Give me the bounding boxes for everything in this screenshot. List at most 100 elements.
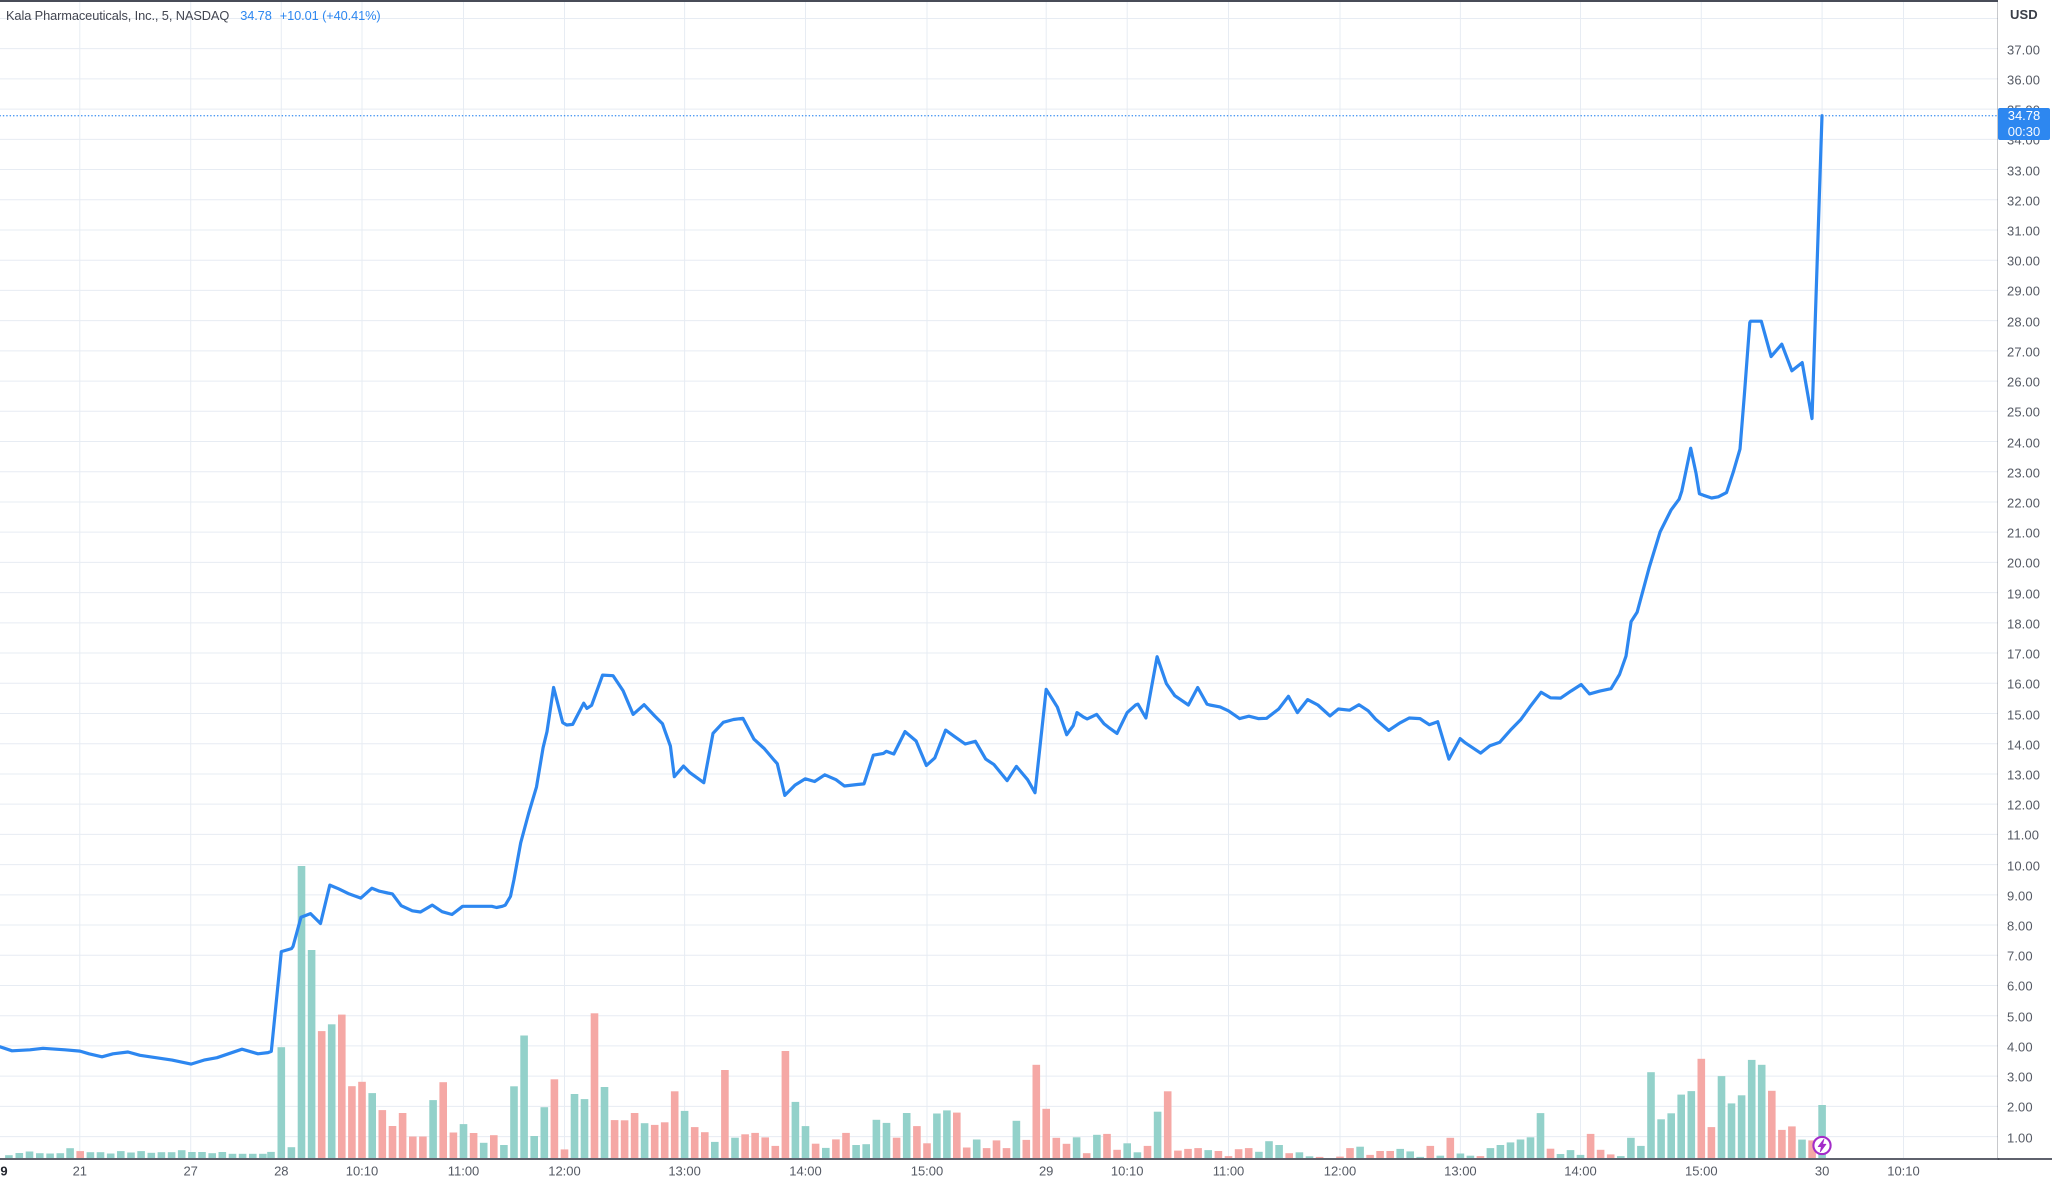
symbol-title[interactable]: Kala Pharmaceuticals, Inc., 5, NASDAQ bbox=[6, 8, 230, 23]
time-tick-label: 11:00 bbox=[447, 1163, 480, 1178]
volume-bar-up bbox=[731, 1137, 739, 1158]
price-tick-label: 1.00 bbox=[2007, 1130, 2033, 1146]
price-tick-label: 12.00 bbox=[2007, 797, 2041, 813]
time-tick-label: 14:00 bbox=[1564, 1163, 1597, 1178]
volume-bar-up bbox=[66, 1148, 74, 1158]
volume-bar-up bbox=[1255, 1151, 1263, 1158]
legend-change: +10.01 (+40.41%) bbox=[279, 8, 381, 23]
volume-bar-down bbox=[1214, 1151, 1223, 1158]
volume-bar-down bbox=[832, 1139, 840, 1158]
price-scale[interactable]: USD 37.0036.0035.0034.0033.0032.0031.003… bbox=[1998, 0, 2052, 1158]
volume-bar-up bbox=[1406, 1151, 1414, 1158]
volume-bar-down bbox=[388, 1126, 397, 1158]
volume-bar-down bbox=[1224, 1156, 1233, 1158]
volume-bar-down bbox=[660, 1122, 669, 1158]
volume-bar-down bbox=[982, 1148, 991, 1158]
price-tick-label: 31.00 bbox=[2007, 223, 2041, 239]
price-tick-label: 11.00 bbox=[2007, 827, 2040, 843]
volume-bar-down bbox=[670, 1091, 679, 1158]
price-tick-label: 26.00 bbox=[2007, 374, 2041, 390]
volume-bar-up bbox=[157, 1152, 166, 1158]
price-tick-label: 17.00 bbox=[2007, 646, 2041, 662]
volume-bar-up bbox=[872, 1119, 881, 1158]
volume-bar-down bbox=[1376, 1151, 1384, 1158]
volume-bar-down bbox=[630, 1113, 639, 1158]
volume-bar-down bbox=[992, 1140, 1001, 1158]
volume-bar-up bbox=[267, 1151, 275, 1158]
volume-bar-up bbox=[1637, 1145, 1645, 1158]
volume-bar-up bbox=[106, 1153, 115, 1158]
volume-bar-down bbox=[1052, 1137, 1061, 1158]
volume-bar-down bbox=[1476, 1156, 1485, 1158]
volume-bar-down bbox=[590, 1013, 599, 1158]
volume-bar-up bbox=[1687, 1091, 1696, 1158]
volume-bar-down bbox=[1042, 1108, 1050, 1158]
volume-bar-up bbox=[540, 1107, 549, 1158]
volume-bar-up bbox=[1123, 1143, 1131, 1158]
volume-bar-up bbox=[1072, 1137, 1081, 1158]
volume-bar-up bbox=[147, 1152, 156, 1158]
time-tick-label: 10:10 bbox=[1110, 1163, 1144, 1178]
volume-bar-up bbox=[1486, 1148, 1495, 1158]
volume-bar-down bbox=[1032, 1064, 1041, 1158]
time-scale[interactable]: 9 21 27 28 10:10 11:00 12:00 13:00 14:00 15:00 29 1… bbox=[0, 1160, 2052, 1181]
volume-bar-up bbox=[177, 1150, 186, 1158]
time-tick-label: 30 bbox=[1814, 1163, 1830, 1178]
price-tick-label: 2.00 bbox=[2007, 1099, 2033, 1115]
volume-bar-up bbox=[1012, 1120, 1021, 1158]
volume-bar-up bbox=[882, 1122, 891, 1158]
volume-bar-up bbox=[1396, 1148, 1404, 1158]
volume-bar-down bbox=[76, 1151, 84, 1158]
volume-bar-down bbox=[1596, 1149, 1605, 1158]
volume-bar-up bbox=[307, 950, 316, 1158]
volume-bar-up bbox=[327, 1024, 336, 1158]
volume-bar-down bbox=[1113, 1149, 1121, 1158]
price-tick-label: 25.00 bbox=[2007, 404, 2041, 420]
volume-bar-down bbox=[1022, 1139, 1031, 1158]
volume-bar-up bbox=[510, 1086, 518, 1158]
price-tick-label: 4.00 bbox=[2007, 1039, 2033, 1055]
price-tick-label: 30.00 bbox=[2007, 253, 2041, 269]
price-tick-label: 6.00 bbox=[2007, 978, 2033, 994]
time-tick-label: 12:00 bbox=[1323, 1163, 1357, 1178]
volume-bar-down bbox=[1446, 1137, 1455, 1158]
time-tick-label: 28 bbox=[274, 1163, 289, 1178]
volume-bar-down bbox=[338, 1014, 346, 1158]
last-price-value: 34.78 bbox=[2007, 107, 2041, 123]
volume-bar-down bbox=[1808, 1140, 1816, 1158]
lightning-bolt bbox=[1817, 1138, 1827, 1153]
volume-bar-up bbox=[1436, 1155, 1445, 1158]
volume-bar-down bbox=[1103, 1133, 1111, 1158]
volume-bar-up bbox=[297, 866, 306, 1158]
volume-bar-down bbox=[962, 1147, 971, 1158]
volume-bar-down bbox=[1586, 1133, 1595, 1158]
volume-bar-down bbox=[1082, 1153, 1091, 1158]
volume-bar-up bbox=[600, 1087, 609, 1158]
volume-bar-down bbox=[378, 1110, 387, 1158]
volume-bar-down bbox=[317, 1031, 326, 1158]
volume-bar-up bbox=[500, 1145, 508, 1158]
volume-bar-up bbox=[1496, 1145, 1505, 1158]
volume-bar-down bbox=[398, 1113, 407, 1158]
volume-bar-down bbox=[469, 1133, 478, 1158]
time-tick-label: 27 bbox=[183, 1163, 198, 1178]
volume-bar-up bbox=[1506, 1142, 1515, 1158]
volume-bar-down bbox=[690, 1127, 699, 1158]
volume-bar-down bbox=[1285, 1153, 1293, 1158]
last-price-label: 34.78 00:30 bbox=[1998, 107, 2050, 140]
volume-bar-up bbox=[1153, 1111, 1162, 1158]
volume-bar-up bbox=[1757, 1064, 1766, 1158]
volume-bar-down bbox=[811, 1143, 820, 1158]
volume-bar-up bbox=[1295, 1152, 1304, 1158]
price-tick-label: 33.00 bbox=[2007, 163, 2041, 179]
volume-bar-up bbox=[86, 1152, 95, 1158]
volume-bar-down bbox=[1697, 1058, 1706, 1158]
price-tick-label: 29.00 bbox=[2007, 283, 2041, 299]
volume-bar-up bbox=[902, 1113, 911, 1158]
volume-bar-up bbox=[1416, 1156, 1424, 1158]
volume-bar-up bbox=[1798, 1139, 1806, 1158]
price-tick-label: 20.00 bbox=[2007, 555, 2041, 571]
time-tick-label: 10:10 bbox=[345, 1163, 379, 1178]
volume-bar-up bbox=[801, 1126, 810, 1158]
